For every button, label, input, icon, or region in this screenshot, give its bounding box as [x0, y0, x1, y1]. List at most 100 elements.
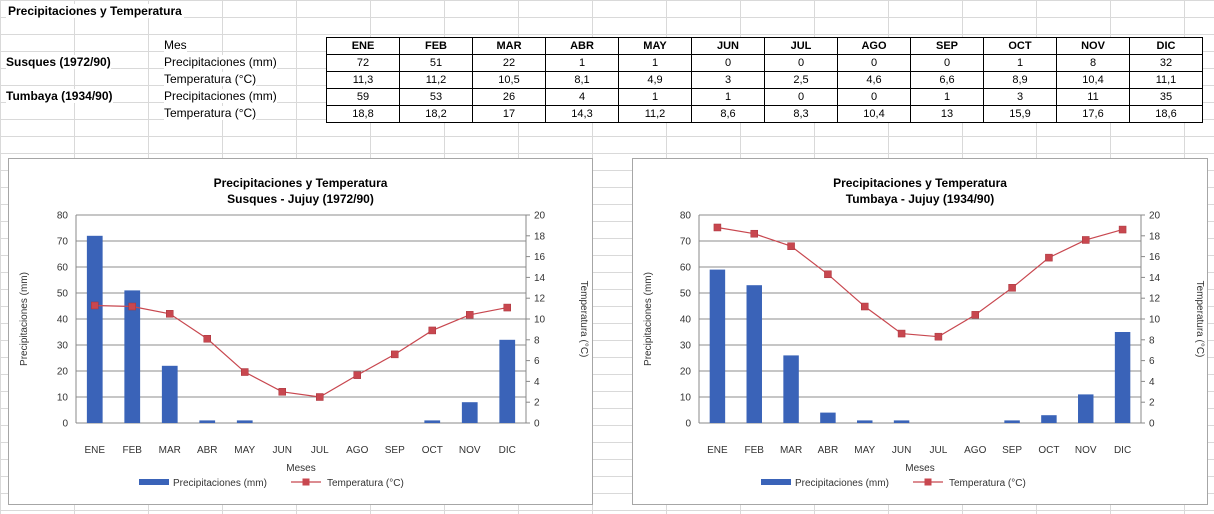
- bar-ene: [86, 235, 103, 423]
- x-tick-label: JUN: [892, 445, 911, 456]
- sheet-title: Precipitaciones y Temperatura: [6, 4, 184, 18]
- bar-may: [857, 420, 873, 423]
- temperature-point-may: [241, 368, 249, 376]
- temperature-point-oct: [428, 326, 436, 335]
- table-header-feb: FEB: [399, 37, 473, 55]
- temperature-point-jul: [934, 332, 943, 341]
- table-cell: 0: [837, 54, 911, 72]
- legend-label-precipitaciones: Precipitaciones (mm): [173, 478, 267, 489]
- temperature-point-dic: [1118, 225, 1127, 234]
- table-row: 59 53 26 4 1 1 0 0 1 3 11 35: [326, 88, 1203, 106]
- table-header-may: MAY: [618, 37, 692, 55]
- temperature-point-mar: [787, 242, 795, 250]
- y2-tick-label: 10: [1149, 315, 1161, 326]
- table-header-ene: ENE: [326, 37, 400, 55]
- chart-title: Precipitaciones y Temperatura: [833, 176, 1007, 190]
- table-cell: 35: [1129, 88, 1203, 106]
- y2-tick-label: 10: [534, 315, 546, 326]
- table-cell: 4: [545, 88, 619, 106]
- x-tick-label: FEB: [745, 445, 765, 456]
- table-cell: 0: [691, 54, 765, 72]
- table-header-nov: NOV: [1056, 37, 1130, 55]
- x-tick-label: MAR: [159, 445, 181, 456]
- mes-label: Mes: [164, 38, 187, 52]
- table-cell: 1: [910, 88, 984, 106]
- legend-label-temperatura: Temperatura (°C): [949, 478, 1026, 489]
- table-cell: 26: [472, 88, 546, 106]
- chart-tumbaya[interactable]: Precipitaciones y Temperatura Tumbaya - J…: [632, 158, 1208, 505]
- y-tick-label: 80: [680, 211, 692, 222]
- bar-mar: [161, 365, 178, 423]
- table-cell: 59: [326, 88, 400, 106]
- bar-nov: [461, 402, 478, 423]
- x-tick-label: FEB: [123, 445, 143, 456]
- table-cell: 0: [764, 88, 838, 106]
- y2-tick-label: 16: [1149, 252, 1161, 263]
- table-cell: 51: [399, 54, 473, 72]
- x-tick-label: AGO: [964, 445, 986, 456]
- x-tick-label: ABR: [818, 445, 839, 456]
- bar-sep: [1004, 420, 1020, 423]
- y2-tick-label: 8: [534, 335, 540, 346]
- y2-tick-label: 8: [1149, 335, 1155, 346]
- y-tick-label: 60: [57, 263, 69, 274]
- y-tick-label: 60: [680, 263, 692, 274]
- row-label-susques-temp: Temperatura (°C): [164, 72, 257, 86]
- table-header-oct: OCT: [983, 37, 1057, 55]
- chart-susques[interactable]: Precipitaciones y Temperatura Susques - J…: [8, 158, 593, 505]
- bar-may: [236, 420, 253, 423]
- y2-axis-label: Temperatura (°C): [1194, 281, 1205, 358]
- x-tick-label: OCT: [422, 445, 443, 456]
- bar-ene: [709, 269, 726, 423]
- table-cell: 1: [618, 54, 692, 72]
- x-axis-label: Meses: [905, 463, 934, 474]
- chart-susques-svg: Precipitaciones y Temperatura Susques - J…: [19, 176, 589, 489]
- station-name-susques: Susques (1972/90): [6, 55, 111, 69]
- table-header-jun: JUN: [691, 37, 765, 55]
- legend-bar-swatch: [139, 479, 169, 485]
- table-header-ago: AGO: [837, 37, 911, 55]
- temperature-point-mar: [166, 310, 174, 318]
- y-tick-label: 40: [680, 315, 692, 326]
- table-cell: 1: [618, 88, 692, 106]
- table-cell: 4,9: [618, 71, 692, 89]
- table-cell: 11,2: [618, 105, 692, 123]
- table-cell: 10,4: [1056, 71, 1130, 89]
- y2-tick-label: 2: [534, 398, 540, 409]
- y-tick-label: 10: [680, 393, 692, 404]
- temperature-line: [717, 226, 1123, 338]
- y2-tick-label: 4: [534, 377, 540, 388]
- chart-subtitle: Tumbaya - Jujuy (1934/90): [846, 192, 995, 206]
- x-tick-label: JUN: [273, 445, 292, 456]
- table-cell: 0: [910, 54, 984, 72]
- bar-abr: [199, 420, 216, 423]
- y-tick-label: 70: [57, 237, 69, 248]
- x-tick-label: MAR: [780, 445, 802, 456]
- legend-label-precipitaciones: Precipitaciones (mm): [795, 478, 889, 489]
- chart-tumbaya-svg: Precipitaciones y Temperatura Tumbaya - J…: [643, 176, 1205, 489]
- table-cell: 8: [1056, 54, 1130, 72]
- table-header-row: ENE FEB MAR ABR MAY JUN JUL AGO SEP OCT NOV DIC: [326, 37, 1203, 55]
- table-cell: 3: [983, 88, 1057, 106]
- y-tick-label: 30: [680, 341, 692, 352]
- y2-tick-label: 16: [534, 252, 546, 263]
- y2-tick-label: 6: [534, 356, 540, 367]
- table-cell: 18,6: [1129, 105, 1203, 123]
- x-tick-label: NOV: [459, 445, 481, 456]
- temperature-point-sep: [391, 350, 399, 359]
- temperature-point-abr: [203, 335, 211, 343]
- y2-tick-label: 18: [534, 231, 546, 242]
- table-cell: 8,9: [983, 71, 1057, 89]
- temperature-point-ago: [971, 311, 979, 319]
- table-cell: 11,1: [1129, 71, 1203, 89]
- bar-mar: [783, 355, 799, 423]
- y-tick-label: 50: [57, 289, 69, 300]
- temperature-point-may: [861, 302, 869, 311]
- temperature-point-jun: [278, 388, 286, 396]
- bar-dic: [1114, 332, 1131, 423]
- y2-tick-label: 20: [1149, 211, 1161, 222]
- y-axis-label: Precipitaciones (mm): [643, 272, 654, 366]
- table-cell: 17,6: [1056, 105, 1130, 123]
- legend-label-temperatura: Temperatura (°C): [327, 478, 404, 489]
- y-tick-label: 50: [680, 289, 692, 300]
